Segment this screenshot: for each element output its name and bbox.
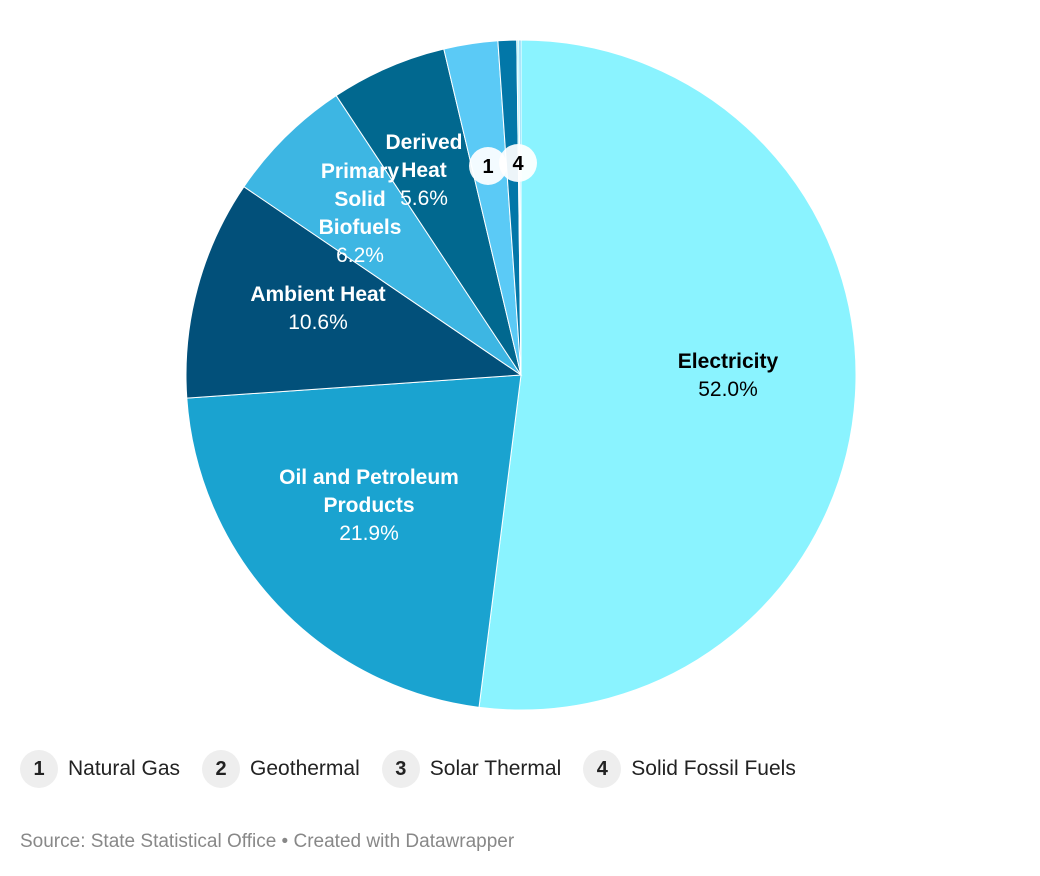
- pie-slice-primary-solid-biofuels: [243, 94, 522, 376]
- legend-label: Natural Gas: [68, 757, 181, 780]
- source-note: Source: State Statistical Office • Creat…: [20, 831, 515, 852]
- slice-marker: 4: [499, 144, 537, 182]
- svg-text:1: 1: [482, 156, 493, 178]
- legend-item: 2 Geothermal: [202, 750, 360, 788]
- slice-label: Primary Solid Biofuels 6.2%: [319, 160, 402, 267]
- pie-slice-electricity: [478, 39, 857, 711]
- slice-value: 5.6%: [400, 187, 448, 210]
- slice-label: Electricity 52.0%: [678, 350, 779, 401]
- svg-text:4: 4: [512, 153, 524, 175]
- legend-item: 4 Solid Fossil Fuels: [583, 750, 796, 788]
- legend-marker: 2: [202, 750, 241, 788]
- legend: 1 Natural Gas 2 Geothermal 3 Solar Thermal …: [20, 750, 796, 788]
- slice-value: 10.6%: [288, 311, 348, 334]
- legend-item: 3 Solar Thermal: [381, 750, 562, 788]
- legend-marker: 1: [20, 750, 58, 788]
- pie-slice-solid-fossil-fuels: [518, 39, 522, 376]
- pie-chart: Electricity 52.0% Oil and Petroleum Product…: [185, 39, 857, 711]
- legend-item: 1 Natural Gas: [20, 750, 180, 788]
- slice-value: 6.2%: [336, 244, 384, 267]
- pie-slice-ambient-heat: [185, 186, 523, 399]
- slice-value: 21.9%: [339, 522, 399, 545]
- slice-value: 52.0%: [698, 378, 758, 401]
- pie-slice-oil-and-petroleum-products: [186, 374, 522, 708]
- slice-label: Derived Heat 5.6%: [385, 131, 462, 210]
- legend-marker: 3: [381, 750, 420, 788]
- slice-marker: 1: [469, 147, 507, 185]
- slice-label: Ambient Heat 10.6%: [250, 283, 385, 334]
- slice-label: Oil and Petroleum Products 21.9%: [279, 466, 459, 545]
- legend-label: Solar Thermal: [429, 757, 562, 780]
- legend-label: Solid Fossil Fuels: [631, 757, 796, 780]
- legend-label: Geothermal: [250, 757, 360, 780]
- legend-marker: 4: [583, 750, 622, 788]
